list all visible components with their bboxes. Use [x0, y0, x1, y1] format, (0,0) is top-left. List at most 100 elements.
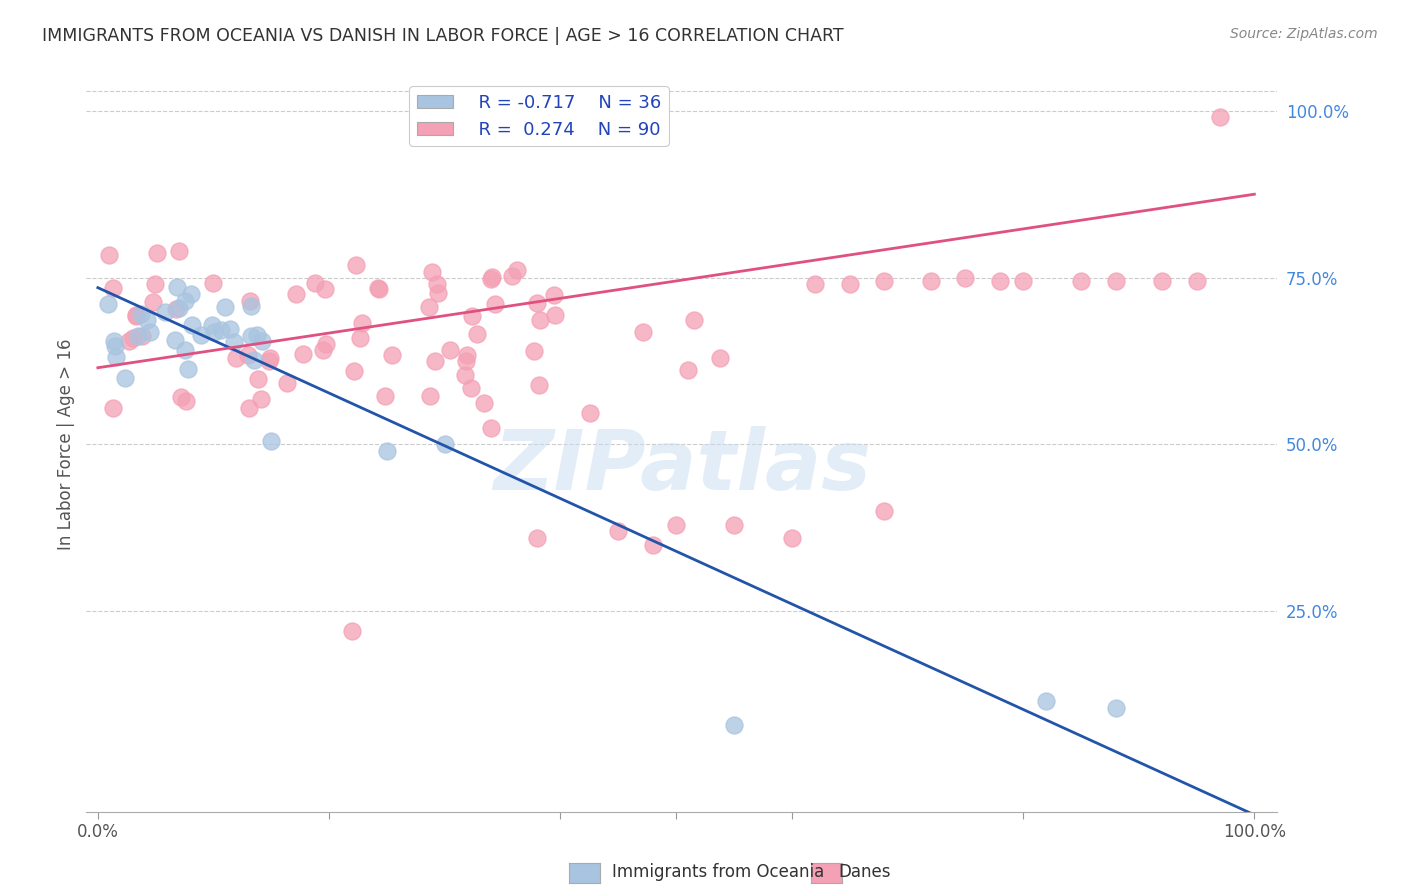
- Point: [456, 348, 478, 362]
- Point: [104, 339, 127, 353]
- Point: [579, 406, 602, 420]
- Point: [723, 718, 745, 732]
- Point: [433, 437, 456, 451]
- Point: [1150, 274, 1173, 288]
- Point: [202, 326, 225, 340]
- Point: [543, 288, 565, 302]
- Legend:   R = -0.717    N = 36,   R =  0.274    N = 90: R = -0.717 N = 36, R = 0.274 N = 90: [409, 87, 669, 146]
- Point: [641, 538, 664, 552]
- Point: [98, 248, 121, 262]
- Point: [374, 389, 396, 403]
- Point: [276, 376, 298, 390]
- Point: [169, 301, 191, 315]
- Point: [166, 280, 188, 294]
- Point: [342, 624, 364, 639]
- Point: [315, 337, 337, 351]
- Point: [225, 351, 247, 365]
- Point: [201, 318, 224, 333]
- Point: [484, 297, 506, 311]
- Point: [607, 524, 630, 539]
- Point: [1208, 111, 1230, 125]
- Point: [526, 296, 548, 310]
- Point: [676, 363, 699, 377]
- Point: [163, 334, 186, 348]
- Point: [544, 308, 567, 322]
- Point: [143, 277, 166, 292]
- Point: [136, 313, 159, 327]
- Point: [873, 274, 896, 288]
- Point: [304, 276, 326, 290]
- Point: [202, 276, 225, 290]
- Point: [454, 353, 477, 368]
- Point: [291, 347, 314, 361]
- Point: [257, 354, 280, 368]
- Point: [173, 343, 195, 358]
- Point: [523, 344, 546, 359]
- Point: [418, 300, 440, 314]
- Point: [1070, 274, 1092, 288]
- Point: [170, 390, 193, 404]
- Point: [139, 325, 162, 339]
- Point: [426, 277, 449, 291]
- Point: [1104, 701, 1126, 715]
- Text: Danes: Danes: [838, 863, 890, 881]
- Point: [180, 286, 202, 301]
- Point: [101, 401, 124, 415]
- Point: [155, 305, 177, 319]
- Point: [709, 351, 731, 365]
- Point: [988, 274, 1011, 288]
- Point: [506, 263, 529, 277]
- Point: [501, 268, 523, 283]
- Point: [955, 270, 977, 285]
- Point: [467, 327, 489, 342]
- Point: [177, 361, 200, 376]
- Point: [222, 335, 245, 350]
- Point: [259, 351, 281, 365]
- Text: ZIPatlas: ZIPatlas: [494, 426, 870, 507]
- Point: [219, 321, 242, 335]
- Point: [246, 328, 269, 343]
- Point: [527, 377, 550, 392]
- Point: [479, 271, 502, 285]
- Point: [314, 281, 336, 295]
- Point: [780, 531, 803, 545]
- Point: [104, 350, 127, 364]
- Point: [260, 434, 283, 449]
- Point: [127, 329, 149, 343]
- Point: [529, 313, 551, 327]
- Point: [526, 531, 548, 545]
- Point: [118, 334, 141, 349]
- Point: [472, 395, 495, 409]
- Point: [238, 294, 260, 309]
- Point: [420, 265, 443, 279]
- Point: [125, 308, 148, 322]
- Point: [97, 296, 120, 310]
- Point: [804, 277, 827, 292]
- Text: Source: ZipAtlas.com: Source: ZipAtlas.com: [1230, 27, 1378, 41]
- Point: [114, 370, 136, 384]
- Point: [142, 295, 165, 310]
- Point: [173, 293, 195, 308]
- Y-axis label: In Labor Force | Age > 16: In Labor Force | Age > 16: [58, 339, 75, 550]
- Point: [250, 392, 273, 406]
- Point: [146, 245, 169, 260]
- Point: [873, 504, 896, 518]
- Point: [214, 300, 236, 314]
- Point: [121, 331, 143, 345]
- Point: [439, 343, 461, 357]
- Point: [920, 274, 942, 288]
- Point: [250, 334, 273, 348]
- Point: [419, 388, 441, 402]
- Point: [284, 287, 307, 301]
- Point: [312, 343, 335, 357]
- Text: Immigrants from Oceania: Immigrants from Oceania: [612, 863, 824, 881]
- Point: [723, 517, 745, 532]
- Point: [190, 328, 212, 343]
- Point: [181, 318, 204, 333]
- Point: [427, 285, 450, 300]
- Point: [838, 277, 860, 292]
- Point: [481, 269, 503, 284]
- Point: [682, 313, 704, 327]
- Point: [343, 364, 366, 378]
- Point: [238, 348, 260, 362]
